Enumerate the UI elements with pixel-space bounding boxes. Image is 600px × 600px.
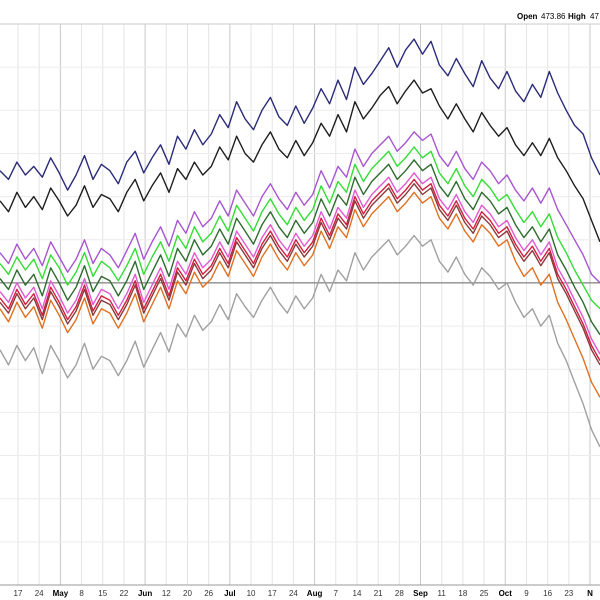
x-tick-label: 28: [395, 589, 404, 598]
series-line-9: [0, 191, 600, 398]
x-tick-label: 8: [79, 589, 84, 598]
series-line-2: [0, 79, 600, 243]
header-readout: Open 473.86 High 47: [517, 12, 599, 21]
x-tick-label: Jun: [138, 589, 152, 598]
x-tick-label: 15: [98, 589, 107, 598]
x-tick-label: May: [53, 589, 69, 598]
x-tick-label: Jul: [224, 589, 236, 598]
series-line-3: [0, 131, 600, 284]
open-label: Open: [517, 12, 538, 21]
x-tick-label: 9: [524, 589, 529, 598]
x-tick-label: 17: [268, 589, 277, 598]
x-tick-label: 7: [334, 589, 339, 598]
x-tick-label: 22: [119, 589, 128, 598]
series-line-5: [0, 159, 600, 336]
series-line-8: [0, 182, 600, 366]
x-tick-label: Oct: [499, 589, 513, 598]
high-label: High: [568, 12, 586, 21]
x-axis-ticks: 17 24 May 8 15 22 Jun 12 20 26 Jul 10 17 24 Aug 7 14 21 28…: [14, 589, 594, 598]
x-tick-label: 16: [543, 589, 552, 598]
x-tick-label: 24: [289, 589, 298, 598]
series-line-10: [0, 234, 600, 448]
x-tick-label: 21: [374, 589, 383, 598]
series-line-1: [0, 38, 600, 191]
x-tick-label: 10: [247, 589, 256, 598]
header-strip: [0, 0, 600, 24]
open-value: 473.86: [541, 12, 566, 21]
x-tick-label: 17: [14, 589, 23, 598]
x-tick-label: 18: [458, 589, 467, 598]
x-tick-label: 12: [162, 589, 171, 598]
x-tick-label: 23: [564, 589, 573, 598]
series-lines: [0, 38, 600, 448]
series-line-4: [0, 146, 600, 310]
x-tick-label: 11: [438, 589, 447, 598]
series-line-7: [0, 178, 600, 361]
x-tick-label: N: [587, 589, 593, 598]
high-value: 47: [590, 12, 599, 21]
x-tick-label: 26: [204, 589, 213, 598]
x-tick-label: 24: [35, 589, 44, 598]
x-tick-label: 25: [480, 589, 489, 598]
x-tick-label: Aug: [307, 589, 323, 598]
x-tick-label: Sep: [413, 589, 428, 598]
x-tick-label: 20: [183, 589, 192, 598]
series-line-6: [0, 172, 600, 355]
x-tick-label: 14: [353, 589, 362, 598]
